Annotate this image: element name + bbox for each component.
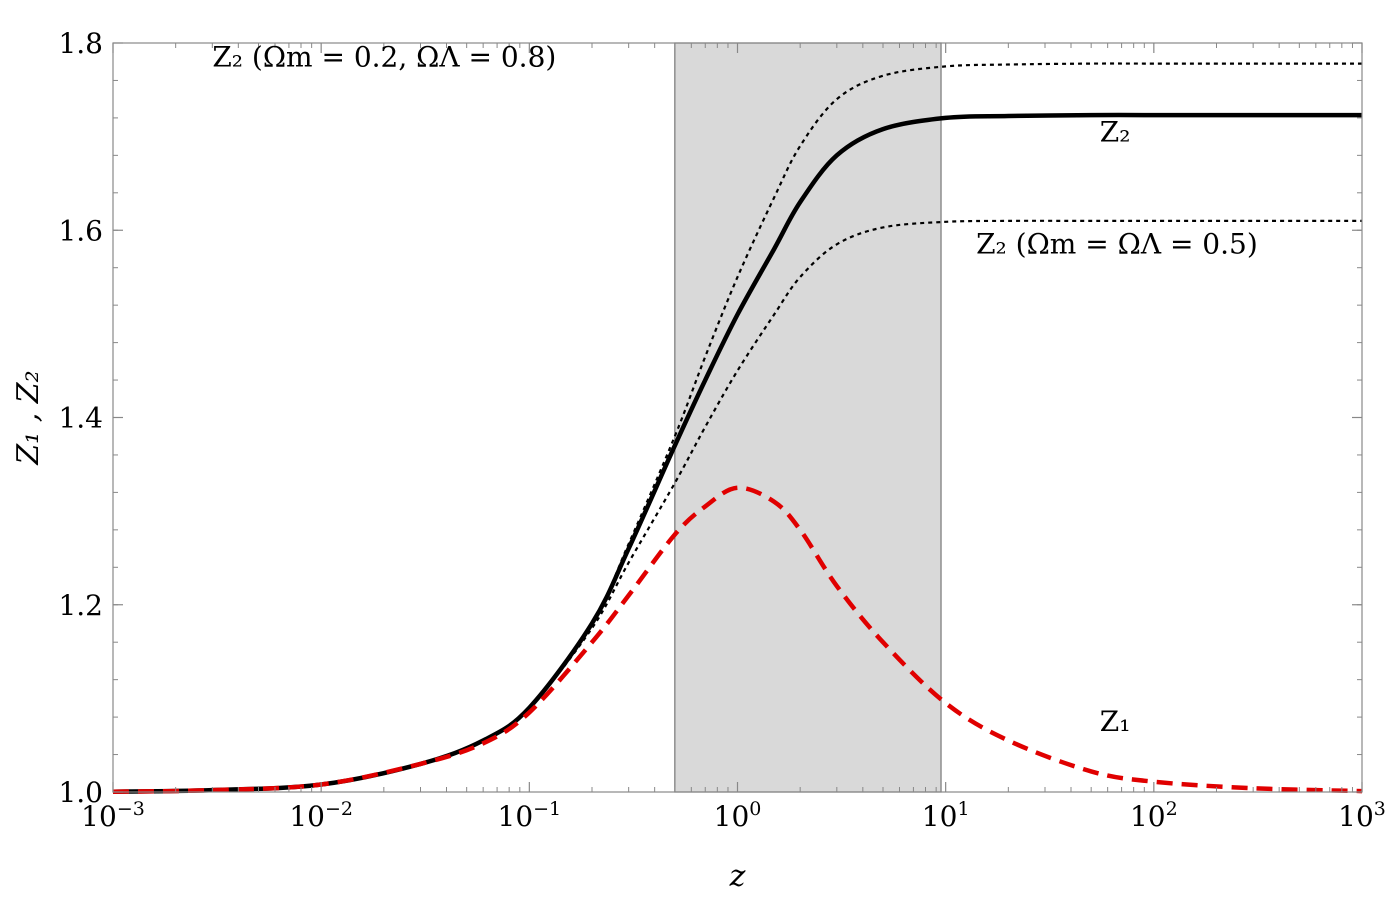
annotation-layer: Z₂ (Ωm = 0.2, ΩΛ = 0.8) Z₂ Z₂ (Ωm = ΩΛ = 0… xyxy=(212,40,1257,738)
x-tick-label-5: 102 xyxy=(1130,798,1178,833)
annotation-3: Z₁ xyxy=(1100,705,1131,738)
y-tick-label-0: 1.0 xyxy=(58,776,103,809)
shaded-region xyxy=(674,42,942,793)
x-axis-title: z xyxy=(729,859,746,894)
series-line-3 xyxy=(112,485,1363,794)
shaded-region-layer xyxy=(674,42,942,793)
y-tick-label-4: 1.8 xyxy=(58,27,103,60)
annotation-2: Z₂ (Ωm = ΩΛ = 0.5) xyxy=(976,228,1258,261)
x-tick-label-1: 10−2 xyxy=(289,798,353,833)
annotation-0: Z₂ (Ωm = 0.2, ΩΛ = 0.8) xyxy=(212,40,556,73)
series-layer xyxy=(112,62,1363,794)
series-line-1 xyxy=(112,62,1362,793)
y-tick-label-3: 1.6 xyxy=(58,214,103,247)
x-tick-label-0: 10−3 xyxy=(81,798,145,833)
x-tick-label-4: 101 xyxy=(922,798,970,833)
y-axis-title: Z₁ , Z₂ xyxy=(11,370,46,465)
y-tick-label-1: 1.2 xyxy=(58,589,103,622)
x-tick-label-3: 100 xyxy=(714,798,762,833)
x-tick-label-2: 10−1 xyxy=(498,798,562,833)
annotation-1: Z₂ xyxy=(1100,115,1131,148)
y-tick-label-2: 1.4 xyxy=(58,402,103,435)
series-line-2 xyxy=(112,219,1362,793)
tick-layer: 10−3 10−2 10−1 100 101 102 103 1.0 1.2 1.4 1.6 1.8 xyxy=(58,27,1385,833)
x-tick-label-6: 103 xyxy=(1338,798,1386,833)
